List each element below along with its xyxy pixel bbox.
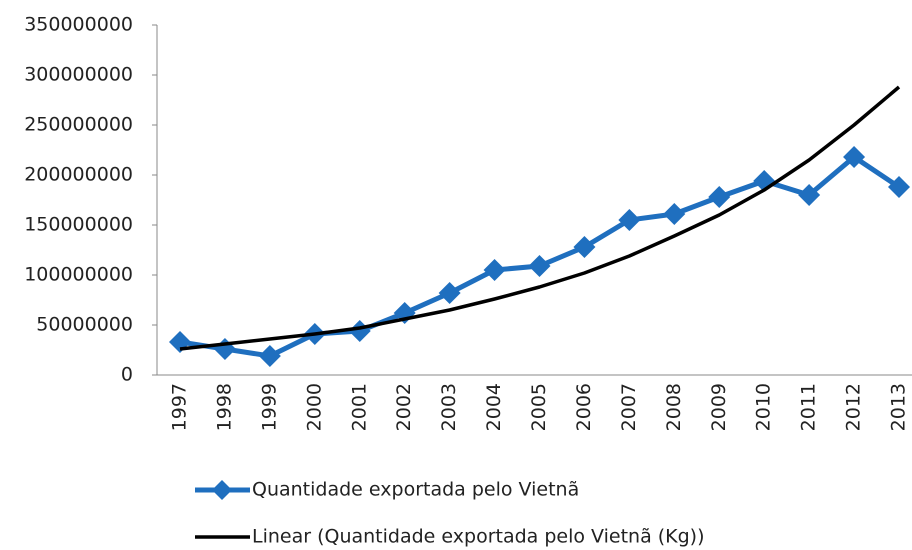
y-tick-label: 0 — [121, 364, 133, 386]
data-point — [258, 345, 281, 367]
x-tick-label: 2011 — [798, 383, 820, 431]
x-tick-label: 2003 — [438, 383, 460, 431]
x-tick-label: 1999 — [258, 383, 280, 431]
data-point — [528, 255, 551, 277]
legend-marker — [212, 480, 232, 500]
x-tick-label: 2002 — [393, 383, 415, 431]
x-tick-label: 1997 — [169, 383, 191, 431]
legend-label: Quantidade exportada pelo Vietnã — [252, 479, 579, 501]
x-tick-label: 2013 — [888, 383, 910, 431]
x-tick-label: 2000 — [303, 383, 325, 431]
x-tick-label: 2012 — [843, 383, 865, 431]
data-point — [213, 338, 236, 360]
data-point — [483, 259, 506, 281]
data-point — [708, 186, 731, 208]
x-tick-label: 2004 — [483, 383, 505, 431]
y-tick-label: 50000000 — [36, 314, 133, 336]
x-tick-label: 2001 — [348, 383, 370, 431]
y-tick-label: 100000000 — [24, 264, 133, 286]
data-point — [798, 184, 821, 206]
x-tick-label: 2008 — [663, 383, 685, 431]
y-tick-label: 350000000 — [24, 14, 133, 36]
series-line — [179, 85, 901, 351]
data-point — [843, 146, 866, 168]
x-tick-label: 1998 — [213, 383, 235, 431]
x-tick-label: 2009 — [708, 383, 730, 431]
x-tick-label: 2010 — [753, 383, 775, 431]
data-point — [663, 203, 686, 225]
y-tick-label: 200000000 — [24, 164, 133, 186]
data-point — [618, 209, 641, 231]
y-tick-label: 250000000 — [24, 114, 133, 136]
x-tick-label: 2005 — [528, 383, 550, 431]
y-tick-label: 150000000 — [24, 214, 133, 236]
x-tick-label: 2007 — [618, 383, 640, 431]
y-tick-label: 300000000 — [24, 64, 133, 86]
data-point — [438, 282, 461, 304]
data-point — [888, 176, 910, 198]
legend-label: Linear (Quantidade exportada pelo Vietnã… — [252, 526, 705, 548]
data-point — [573, 236, 596, 258]
data-point — [348, 320, 371, 342]
x-tick-label: 2006 — [573, 383, 595, 431]
